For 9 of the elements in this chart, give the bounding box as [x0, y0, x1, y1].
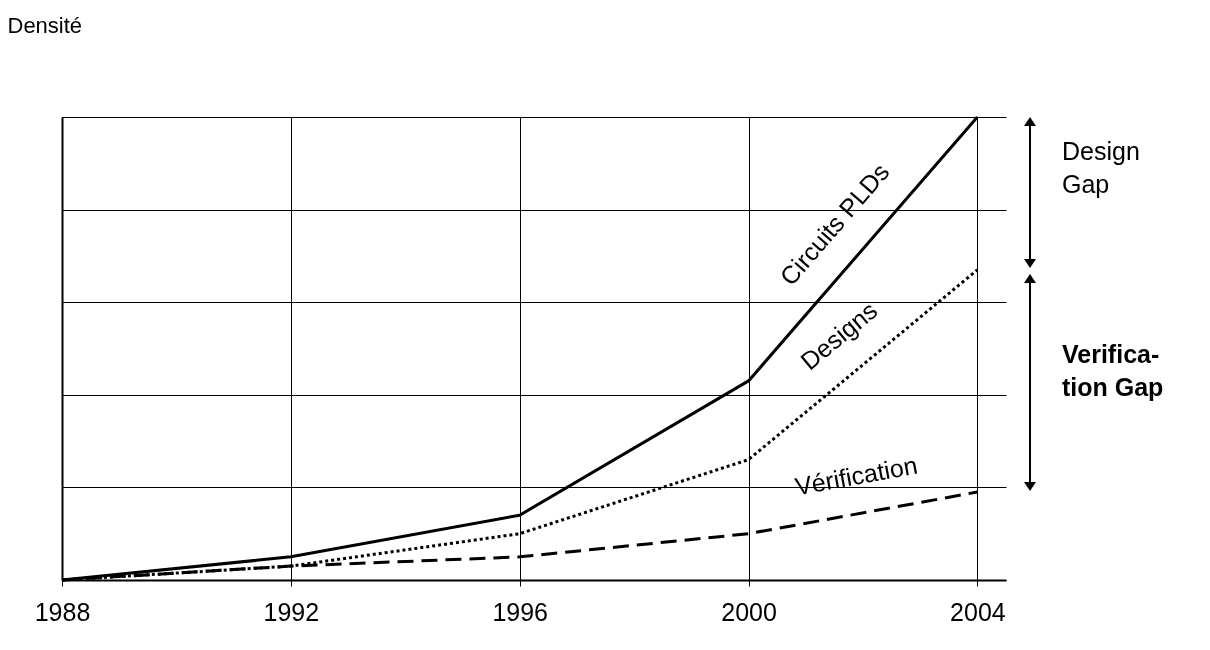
x-tick-label: 1992: [263, 597, 320, 626]
x-tick-label: 2004: [950, 597, 1006, 626]
text: Design Gap: [1062, 136, 1141, 200]
x-tick-label: 1988: [34, 597, 91, 626]
text: Verifica-tion Gap: [1062, 339, 1165, 403]
x-tick-label: 1996: [492, 597, 549, 626]
x-tick-label: 2000: [721, 597, 777, 626]
y-axis-title: Densité: [7, 12, 83, 38]
text: Vérification: [792, 450, 920, 501]
